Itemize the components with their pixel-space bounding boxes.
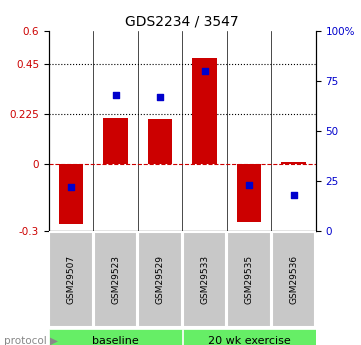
Point: [113, 92, 118, 98]
FancyBboxPatch shape: [94, 232, 137, 327]
Bar: [281, 162, 306, 165]
FancyBboxPatch shape: [49, 329, 182, 345]
Bar: [103, 118, 128, 165]
Bar: [59, 165, 83, 225]
Text: protocol ▶: protocol ▶: [4, 336, 58, 345]
Bar: [237, 165, 261, 222]
Text: GSM29535: GSM29535: [245, 255, 253, 304]
Point: [157, 94, 163, 100]
FancyBboxPatch shape: [183, 232, 226, 327]
Text: GSM29507: GSM29507: [66, 255, 75, 304]
FancyBboxPatch shape: [183, 329, 316, 345]
FancyBboxPatch shape: [227, 232, 271, 327]
Bar: [192, 58, 217, 165]
Text: GSM29533: GSM29533: [200, 255, 209, 304]
Text: GSM29529: GSM29529: [156, 255, 165, 304]
Text: 20 wk exercise: 20 wk exercise: [208, 336, 291, 345]
Point: [202, 68, 208, 74]
Text: GSM29523: GSM29523: [111, 255, 120, 304]
FancyBboxPatch shape: [272, 232, 315, 327]
Text: GSM29536: GSM29536: [289, 255, 298, 304]
Point: [291, 193, 296, 198]
FancyBboxPatch shape: [139, 232, 182, 327]
Title: GDS2234 / 3547: GDS2234 / 3547: [126, 14, 239, 29]
Bar: [148, 119, 172, 165]
Point: [246, 183, 252, 188]
Point: [68, 184, 74, 190]
Text: baseline: baseline: [92, 336, 139, 345]
FancyBboxPatch shape: [49, 232, 92, 327]
